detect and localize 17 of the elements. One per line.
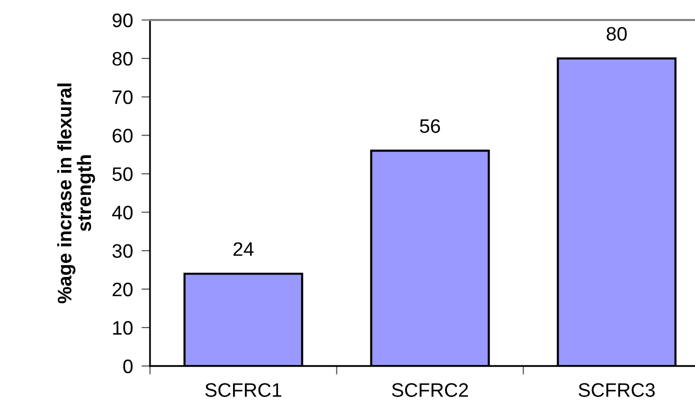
y-tick-label: 10 bbox=[113, 321, 133, 335]
y-tick-label: 0 bbox=[123, 359, 133, 374]
y-tick-label: 90 bbox=[112, 13, 133, 28]
y-tick-label: 40 bbox=[112, 206, 133, 220]
x-tick-label: SCFRC1 bbox=[205, 383, 282, 397]
y-tick-label: 70 bbox=[112, 90, 133, 104]
data-label: 24 bbox=[234, 242, 254, 256]
x-tick-label: SCFRC2 bbox=[392, 383, 468, 397]
y-axis-title: %age incrase in flexural strength bbox=[57, 84, 96, 304]
y-tick-label: 80 bbox=[112, 52, 133, 66]
y-tick-label: 60 bbox=[112, 128, 133, 143]
data-label: 56 bbox=[420, 119, 440, 133]
data-label: 80 bbox=[606, 26, 627, 41]
x-tick-label: SCFRC3 bbox=[578, 383, 655, 397]
y-tick-label: 20 bbox=[112, 282, 133, 296]
y-tick-label: 30 bbox=[112, 244, 133, 258]
y-tick-label: 50 bbox=[112, 167, 133, 182]
